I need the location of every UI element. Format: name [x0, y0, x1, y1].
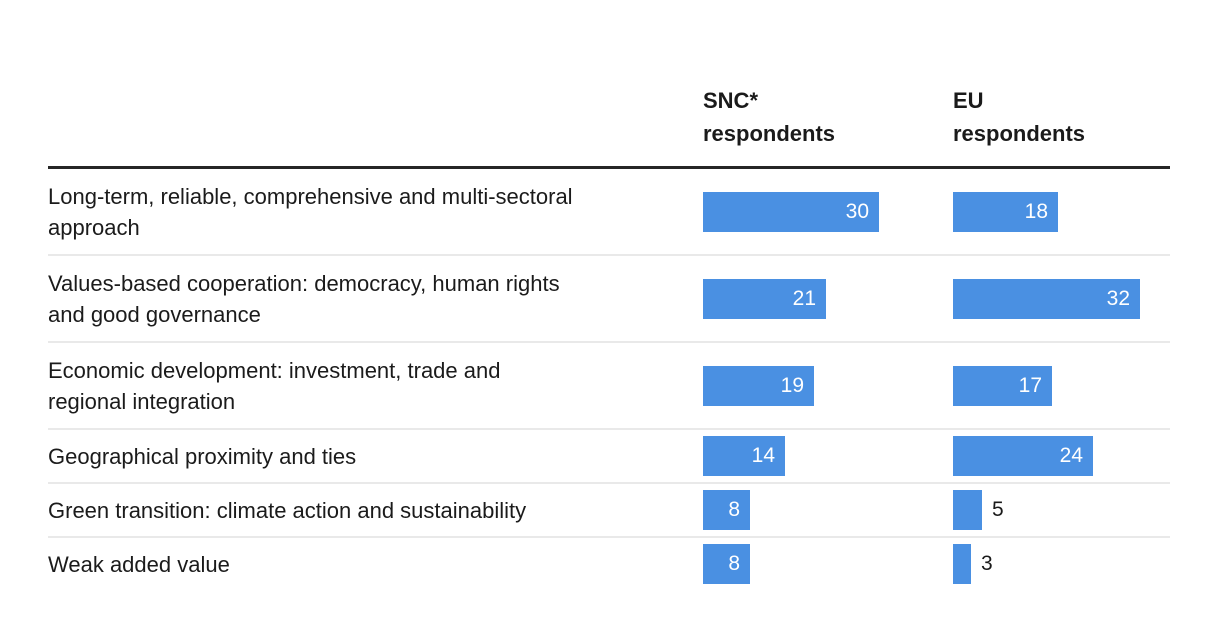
row-label: Economic development: investment, trade …: [48, 357, 501, 414]
table-row: Green transition: climate action and sus…: [48, 484, 1170, 538]
bar-value: 19: [780, 373, 804, 397]
bar-value: 24: [1059, 444, 1083, 467]
bar: 8: [703, 544, 750, 584]
bar: 18: [953, 191, 1058, 232]
bar-value: 32: [1106, 286, 1130, 310]
column-header-snc-line2: respondents: [703, 121, 836, 146]
bar: 14: [703, 436, 785, 476]
bar-cell-eu: 3: [953, 544, 1170, 584]
bar-value: 21: [792, 286, 816, 310]
bar-value: 5: [992, 498, 1004, 521]
bar-cell-snc: 8: [703, 490, 953, 530]
bar: 30: [703, 191, 879, 232]
bar: 17: [953, 365, 1052, 406]
bar-value: 14: [751, 444, 775, 467]
row-label: Geographical proximity and ties: [48, 443, 357, 469]
bar-cell-eu: 24: [953, 436, 1170, 476]
table-row: Economic development: investment, trade …: [48, 343, 1170, 430]
table-row: Geographical proximity and ties 14 24: [48, 430, 1170, 484]
bar-value: 18: [1024, 199, 1048, 223]
bar: [953, 490, 982, 530]
row-label: Weak added value: [48, 551, 230, 577]
bar-cell-snc: 8: [703, 544, 953, 584]
column-header-snc: SNC* respondents: [703, 84, 953, 150]
bar-cell-snc: 19: [703, 365, 953, 406]
column-header-snc-line1: SNC*: [703, 88, 759, 113]
chart-table: SNC* respondents EU respondents Long-ter…: [48, 0, 1170, 590]
bar-cell-eu: 18: [953, 191, 1170, 232]
bar: 8: [703, 490, 750, 530]
bar-value: 8: [728, 552, 740, 575]
bar-value: 17: [1018, 373, 1042, 397]
table-row: Weak added value 8 3: [48, 538, 1170, 590]
bar-cell-snc: 14: [703, 436, 953, 476]
rows: Long-term, reliable, comprehensive and m…: [48, 169, 1170, 590]
bar: 19: [703, 365, 814, 406]
bar-cell-snc: 30: [703, 191, 953, 232]
column-header-eu: EU respondents: [953, 84, 1170, 150]
bar-value: 3: [981, 552, 993, 575]
bar: [953, 544, 971, 584]
bar-value: 30: [845, 199, 869, 223]
bar: 21: [703, 278, 826, 319]
column-header-eu-line1: EU: [953, 88, 984, 113]
bar: 24: [953, 436, 1093, 476]
column-header-eu-line2: respondents: [953, 121, 1086, 146]
bar: 32: [953, 278, 1140, 319]
row-label: Green transition: climate action and sus…: [48, 497, 527, 523]
bar-cell-eu: 32: [953, 278, 1170, 319]
table-row: Long-term, reliable, comprehensive and m…: [48, 169, 1170, 256]
row-label: Values-based cooperation: democracy, hum…: [48, 270, 560, 327]
table-row: Values-based cooperation: democracy, hum…: [48, 256, 1170, 343]
bar-cell-snc: 21: [703, 278, 953, 319]
header-row: SNC* respondents EU respondents: [48, 0, 1170, 169]
row-label: Long-term, reliable, comprehensive and m…: [48, 183, 573, 240]
bar-value: 8: [728, 498, 740, 521]
bar-cell-eu: 5: [953, 490, 1170, 530]
bar-cell-eu: 17: [953, 365, 1170, 406]
